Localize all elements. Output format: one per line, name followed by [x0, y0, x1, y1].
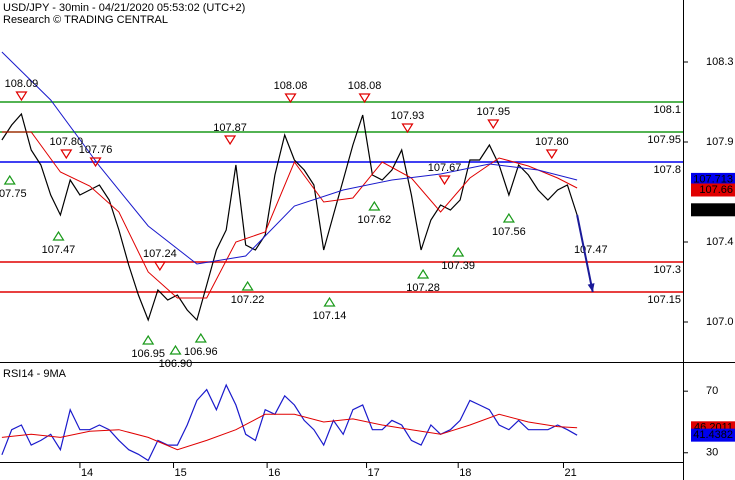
level-label: 107.15	[647, 294, 681, 306]
low-label: 107.14	[313, 310, 347, 322]
x-tick-label: 14	[81, 467, 93, 479]
low-marker	[417, 268, 430, 279]
high-label: 107.87	[213, 122, 247, 134]
chart-title: USD/JPY - 30min - 04/21/2020 05:53:02 (U…	[3, 2, 245, 14]
value-tag-label: 107.713	[693, 173, 733, 185]
x-tick-label: 15	[175, 467, 187, 479]
high-label: 107.67	[428, 162, 462, 174]
low-label: 107.28	[406, 282, 440, 294]
y-tick-label: 107.0	[706, 316, 734, 328]
low-marker	[169, 344, 182, 355]
low-label: 107.22	[231, 294, 265, 306]
series-line	[1, 383, 578, 462]
arrow-head	[587, 283, 595, 292]
low-marker	[52, 230, 65, 241]
level-label: 107.3	[653, 264, 681, 276]
high-label: 107.80	[535, 136, 569, 148]
high-marker	[284, 93, 297, 104]
high-label: 107.93	[391, 110, 425, 122]
y-tick-label: 30	[706, 447, 718, 459]
high-marker	[60, 149, 73, 160]
value-tag-label: 41.4382	[693, 429, 733, 441]
series-line	[1, 51, 578, 265]
high-marker	[153, 261, 166, 272]
low-label: 106.95	[131, 348, 165, 360]
value-tag	[691, 203, 735, 217]
x-tick-label: 17	[368, 467, 380, 479]
high-label: 108.09	[5, 78, 39, 90]
x-tick-label: 21	[564, 467, 576, 479]
high-marker	[438, 175, 451, 186]
high-label: 107.24	[143, 248, 177, 260]
x-tick-label: 18	[459, 467, 471, 479]
high-marker	[89, 157, 102, 168]
high-label: 108.08	[274, 80, 308, 92]
chart-subtitle: Research © TRADING CENTRAL	[3, 14, 168, 26]
low-marker	[194, 332, 207, 343]
low-marker	[368, 200, 381, 211]
low-label: 106.96	[184, 346, 218, 358]
y-tick-label: 70	[706, 385, 718, 397]
y-tick-label: 107.9	[706, 136, 734, 148]
high-marker	[223, 135, 237, 146]
x-tick-label: 16	[268, 467, 280, 479]
value-tag	[691, 428, 735, 442]
high-label: 107.76	[79, 144, 113, 156]
series-line	[1, 413, 578, 451]
panel-title: RSI14 - 9MA	[3, 368, 67, 380]
low-label: 106.90	[159, 358, 193, 370]
low-label: 107.47	[42, 244, 76, 256]
low-marker	[452, 246, 465, 257]
low-label: 107.62	[358, 214, 392, 226]
high-marker	[487, 119, 500, 130]
high-marker	[358, 93, 371, 104]
high-marker	[15, 91, 28, 102]
value-tag-label: 107.561	[693, 204, 733, 216]
series-line	[1, 131, 578, 299]
series-line	[1, 112, 578, 322]
level-label: 108.1	[653, 104, 681, 116]
low-marker	[502, 212, 515, 223]
forecast-arrow	[576, 214, 594, 293]
value-tag	[691, 183, 735, 197]
high-label: 107.80	[49, 136, 83, 148]
y-tick-label: 108.3	[706, 56, 734, 68]
level-label: 107.8	[653, 164, 681, 176]
target-label: 107.47	[574, 244, 608, 256]
high-marker	[545, 149, 558, 160]
value-tag-label: 107.66	[699, 184, 733, 196]
high-label: 108.08	[348, 80, 382, 92]
y-tick-label: 107.4	[706, 236, 734, 248]
low-marker	[241, 280, 254, 291]
low-marker	[3, 174, 16, 185]
low-marker	[323, 296, 336, 307]
low-label: 107.39	[441, 260, 475, 272]
low-label: 107.75	[0, 188, 27, 200]
level-label: 107.95	[647, 134, 681, 146]
high-label: 107.95	[476, 106, 510, 118]
low-marker	[142, 334, 155, 345]
low-label: 107.56	[492, 226, 526, 238]
value-tag	[691, 172, 735, 186]
high-marker	[401, 123, 414, 134]
